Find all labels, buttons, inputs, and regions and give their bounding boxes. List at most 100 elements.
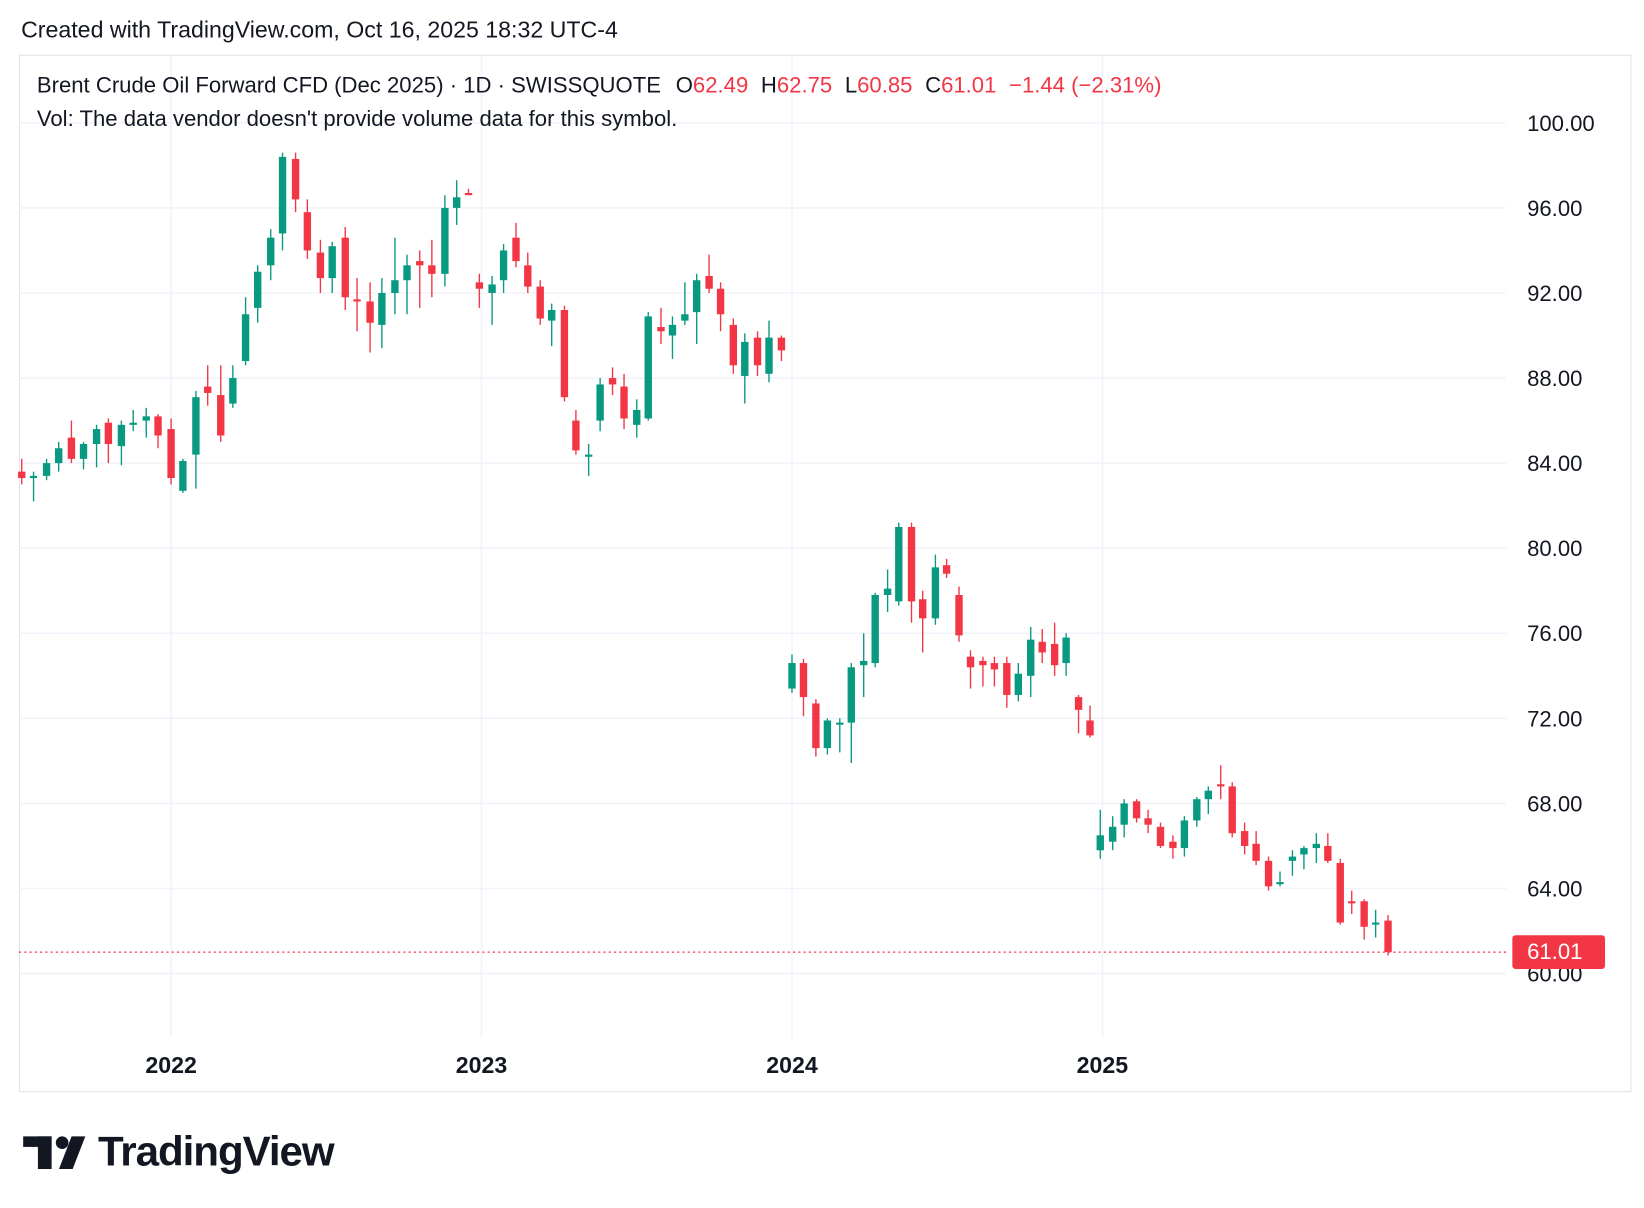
logo-part [37, 1136, 52, 1170]
candle-body [403, 265, 411, 281]
candle-body [681, 314, 689, 321]
candle-body [353, 299, 361, 302]
candle-body [129, 422, 137, 425]
x-tick-label: 2024 [766, 1052, 818, 1078]
candle-body [391, 280, 399, 293]
candle-body [1336, 862, 1344, 923]
brand: TradingView [98, 1127, 335, 1174]
x-tick-label: 2023 [456, 1052, 508, 1078]
close-label: C [925, 72, 941, 97]
candle-body [142, 416, 150, 421]
candle-body [1252, 843, 1260, 861]
candle-body [278, 156, 287, 234]
candle-body [254, 271, 262, 308]
candle-body [860, 660, 868, 666]
candle-body [729, 324, 737, 366]
candle-body [366, 301, 374, 323]
candle-body [620, 386, 628, 419]
candle-body [765, 337, 773, 374]
candle-body [1096, 835, 1104, 851]
candle-body [955, 594, 963, 636]
candle-body [584, 454, 593, 457]
candle-body [1360, 901, 1368, 927]
candle-body [453, 197, 461, 208]
y-tick-label: 88.00 [1527, 366, 1582, 391]
candle-body [836, 722, 844, 725]
candle-body [92, 429, 101, 444]
candle-body [1384, 920, 1392, 953]
candles [18, 152, 1392, 956]
candle-body [267, 237, 275, 266]
candle-body [1348, 901, 1356, 904]
candle-body [1264, 860, 1273, 887]
candle-body [1086, 720, 1094, 736]
candle-body [799, 663, 808, 698]
candle-body [192, 397, 200, 455]
symbol: Brent Crude Oil Forward CFD (Dec 2025) ·… [37, 72, 661, 97]
candle-body [1288, 856, 1297, 861]
volume-note: Vol: The data vendor doesn't provide vol… [37, 106, 677, 131]
candle-body [475, 282, 484, 289]
y-tick-label: 72.00 [1527, 706, 1582, 731]
logo-part [23, 1136, 52, 1147]
y-tick-label: 100.00 [1527, 111, 1595, 136]
candle-body [1003, 663, 1011, 695]
candle-body [788, 663, 796, 689]
candle-body [942, 565, 951, 574]
candle-body [919, 599, 927, 619]
candle-body [1240, 831, 1249, 846]
candle-body [167, 429, 175, 479]
y-tick-label: 76.00 [1527, 621, 1582, 646]
y-tick-label: 84.00 [1527, 451, 1582, 476]
candle-body [1204, 790, 1212, 800]
candle-body [1038, 641, 1046, 653]
candle-body [428, 265, 436, 274]
candle-body [42, 463, 51, 476]
candle-body [812, 703, 820, 749]
candle-body [668, 324, 677, 336]
candle-body [990, 663, 999, 670]
candle-body [291, 158, 300, 200]
candle-body [464, 193, 473, 196]
candle-body [692, 280, 701, 313]
y-tick-label: 64.00 [1527, 876, 1582, 901]
y-tick-label: 68.00 [1527, 791, 1582, 816]
candle-body [1109, 826, 1117, 842]
candle-body [966, 656, 975, 668]
candle-body [1180, 820, 1189, 849]
grid: 60.0064.0068.0072.0076.0080.0084.0088.00… [18, 54, 1595, 1078]
candle-body [572, 420, 580, 451]
candle-body [512, 237, 520, 262]
candle-body [560, 309, 569, 398]
candle-body [241, 314, 250, 362]
candle-body [895, 526, 903, 602]
x-tick-label: 2022 [145, 1052, 197, 1078]
open-label: O [676, 72, 693, 97]
candle-body [499, 250, 508, 281]
candle-body [1156, 826, 1165, 846]
candle-body [608, 378, 617, 385]
candle-body [657, 327, 665, 332]
candle-body [67, 437, 76, 459]
candle-body [1050, 643, 1059, 666]
brand-logo [23, 1136, 86, 1170]
candle-body [777, 337, 786, 351]
candle-body [341, 237, 349, 298]
candle-body [847, 667, 855, 723]
candle-body [316, 252, 325, 279]
candle-body [883, 588, 892, 595]
last-price-label: 61.01 [1527, 939, 1582, 964]
candle-body [1228, 786, 1236, 834]
candle-body [1193, 799, 1201, 821]
candle-body [548, 309, 556, 321]
candle-body [488, 284, 496, 293]
candle-body [179, 461, 187, 491]
created-note: Created with TradingView.com, Oct 16, 20… [21, 17, 618, 43]
candle-body [716, 288, 725, 315]
candle-body [55, 448, 63, 464]
x-tick-label: 2025 [1077, 1052, 1129, 1078]
last-price-badge [1512, 935, 1606, 969]
candle-body [979, 660, 987, 666]
